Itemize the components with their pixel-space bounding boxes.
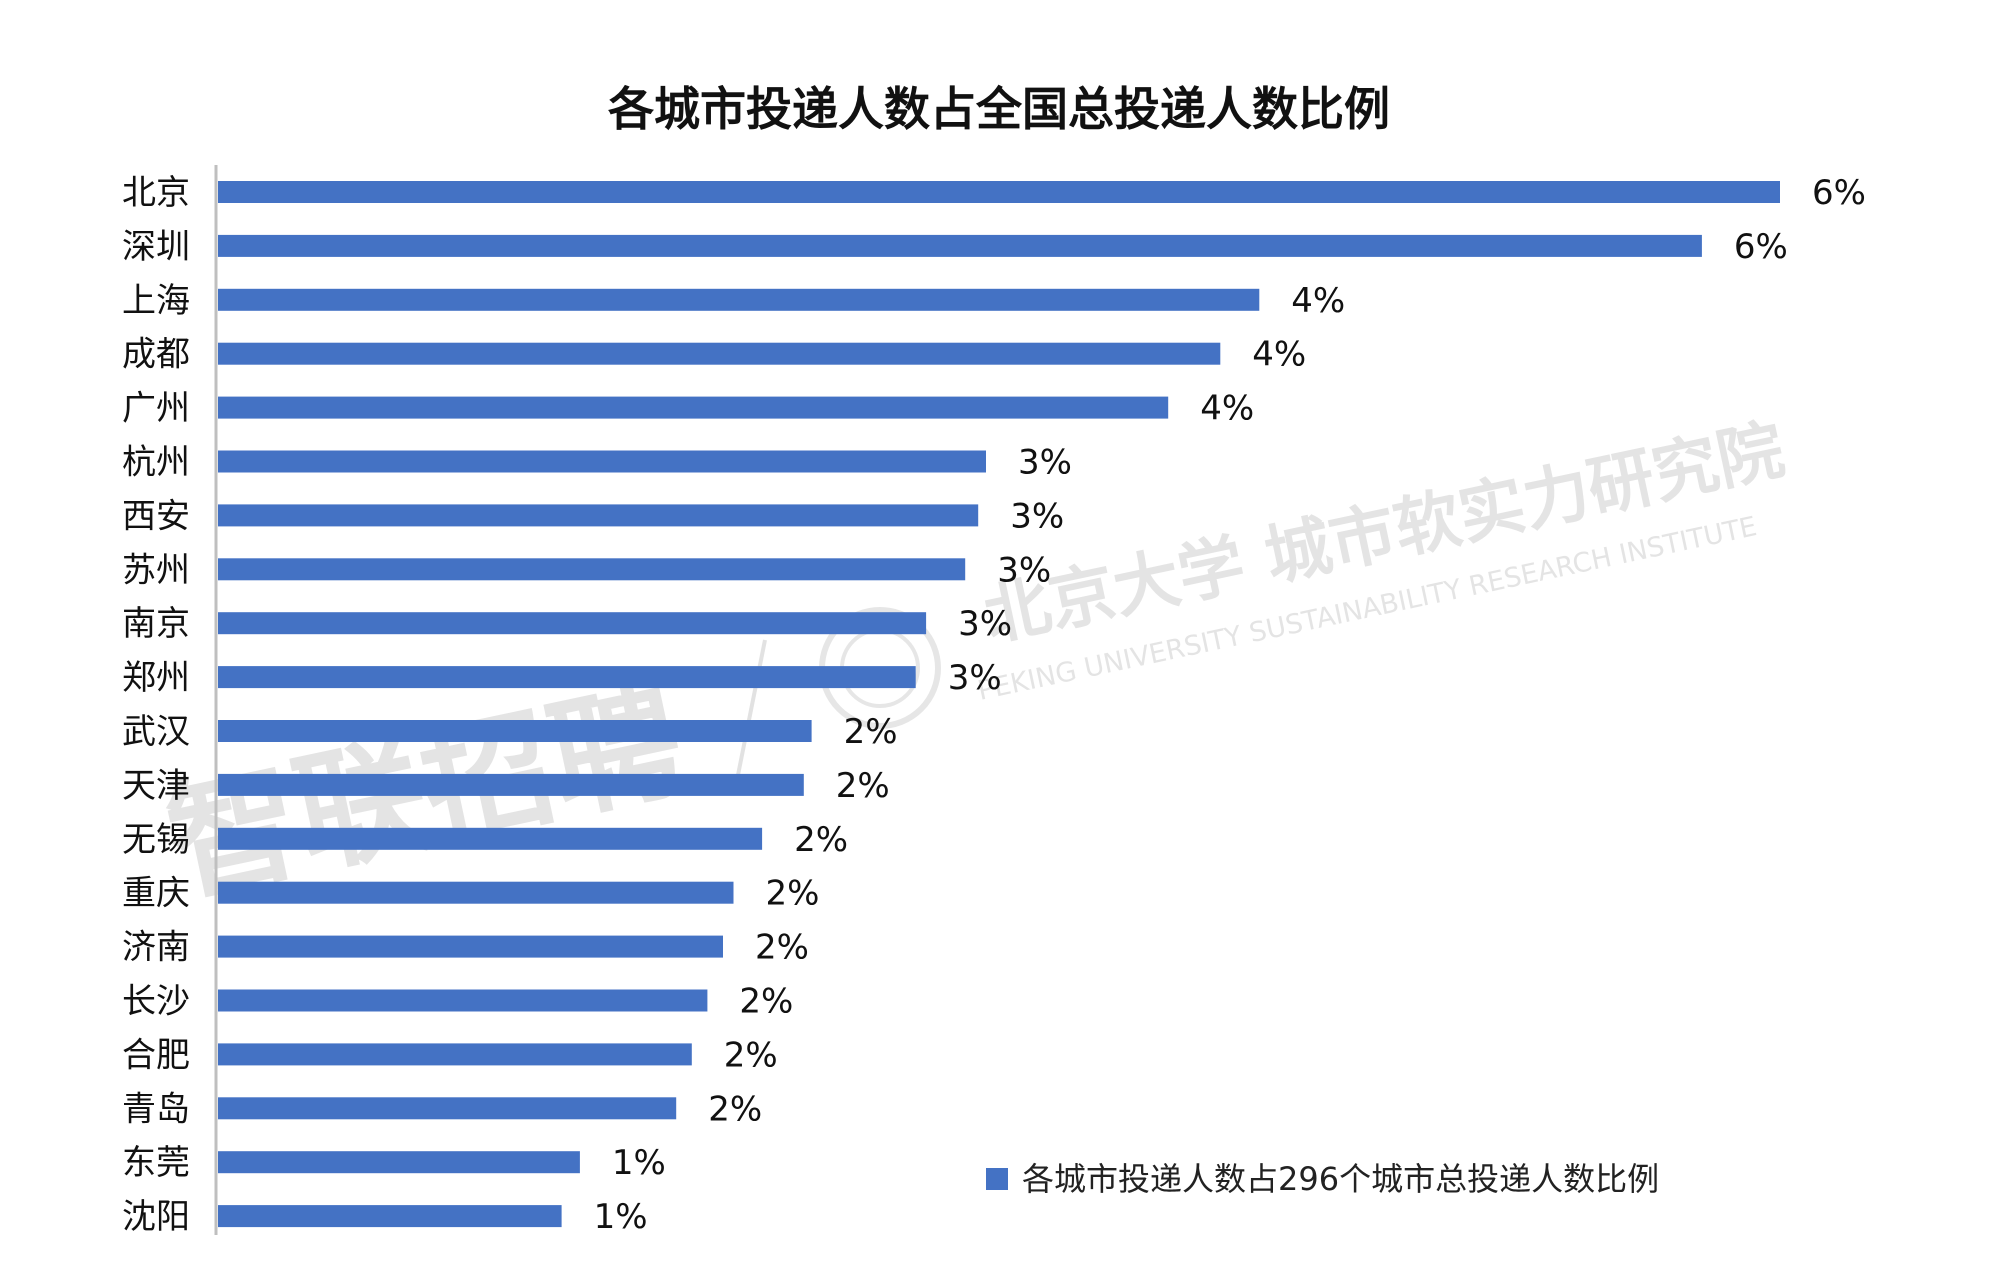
data-label-17: 2% <box>708 1089 762 1129</box>
category-label-2: 上海 <box>122 281 190 321</box>
category-label-16: 合肥 <box>122 1035 190 1075</box>
data-label-5: 3% <box>1018 443 1072 483</box>
data-label-18: 1% <box>612 1143 666 1183</box>
category-label-11: 天津 <box>122 766 190 806</box>
data-label-16: 2% <box>724 1035 778 1075</box>
bar-6 <box>218 504 979 527</box>
data-label-7: 3% <box>997 550 1051 590</box>
data-label-12: 2% <box>794 820 848 860</box>
category-label-0: 北京 <box>122 173 190 213</box>
legend-swatch <box>986 1168 1008 1190</box>
bar-8 <box>218 612 927 635</box>
bar-18 <box>218 1151 580 1174</box>
data-label-9: 3% <box>948 658 1002 698</box>
bar-17 <box>218 1097 677 1120</box>
category-label-18: 东莞 <box>122 1143 190 1183</box>
category-label-5: 杭州 <box>122 443 190 483</box>
category-label-6: 西安 <box>122 496 190 536</box>
category-label-10: 武汉 <box>122 712 190 752</box>
bar-1 <box>218 234 1702 257</box>
category-label-15: 长沙 <box>122 982 190 1022</box>
bar-19 <box>218 1205 562 1228</box>
bar-12 <box>218 827 763 850</box>
bar-14 <box>218 935 723 958</box>
bar-9 <box>218 666 916 689</box>
bar-15 <box>218 989 708 1012</box>
data-label-10: 2% <box>844 712 898 752</box>
data-label-2: 4% <box>1291 281 1345 321</box>
bars-layer <box>218 181 1780 1228</box>
chart-title: 各城市投递人数占全国总投递人数比例 <box>608 82 1390 136</box>
bar-10 <box>218 720 812 742</box>
legend-label: 各城市投递人数占296个城市总投递人数比例 <box>1022 1160 1659 1198</box>
bar-3 <box>218 342 1221 365</box>
data-label-14: 2% <box>755 928 809 968</box>
bar-2 <box>218 288 1260 311</box>
category-label-19: 沈阳 <box>122 1197 190 1237</box>
watermark-divider <box>733 639 767 791</box>
data-label-11: 2% <box>836 766 890 806</box>
data-labels-layer: 6% 6% 4% 4% 4% 3% 3% 3% 3% 3% 2% 2% 2% 2% 2% 2% 2% 2% 1% 1% <box>594 173 1866 1237</box>
category-label-14: 济南 <box>122 928 190 968</box>
category-label-4: 广州 <box>122 389 190 429</box>
category-label-17: 青岛 <box>122 1089 190 1129</box>
bar-7 <box>218 558 966 581</box>
bar-16 <box>218 1043 692 1066</box>
legend: 各城市投递人数占296个城市总投递人数比例 <box>986 1160 1659 1198</box>
bar-13 <box>218 881 734 904</box>
category-label-7: 苏州 <box>122 550 190 590</box>
data-label-13: 2% <box>766 874 820 914</box>
category-label-13: 重庆 <box>122 874 190 914</box>
bar-11 <box>218 773 804 796</box>
bar-0 <box>218 181 1780 203</box>
data-label-0: 6% <box>1812 173 1866 213</box>
data-label-6: 3% <box>1010 496 1064 536</box>
data-label-19: 1% <box>594 1197 648 1237</box>
bar-4 <box>218 396 1169 419</box>
category-label-8: 南京 <box>122 604 190 644</box>
data-label-3: 4% <box>1252 335 1306 375</box>
data-label-15: 2% <box>739 982 793 1022</box>
category-label-3: 成都 <box>122 335 190 375</box>
category-label-12: 无锡 <box>122 820 190 860</box>
data-label-4: 4% <box>1200 389 1254 429</box>
category-label-9: 郑州 <box>122 658 190 698</box>
category-label-1: 深圳 <box>122 227 190 267</box>
data-label-8: 3% <box>958 604 1012 644</box>
bar-5 <box>218 450 986 473</box>
data-label-1: 6% <box>1734 227 1788 267</box>
